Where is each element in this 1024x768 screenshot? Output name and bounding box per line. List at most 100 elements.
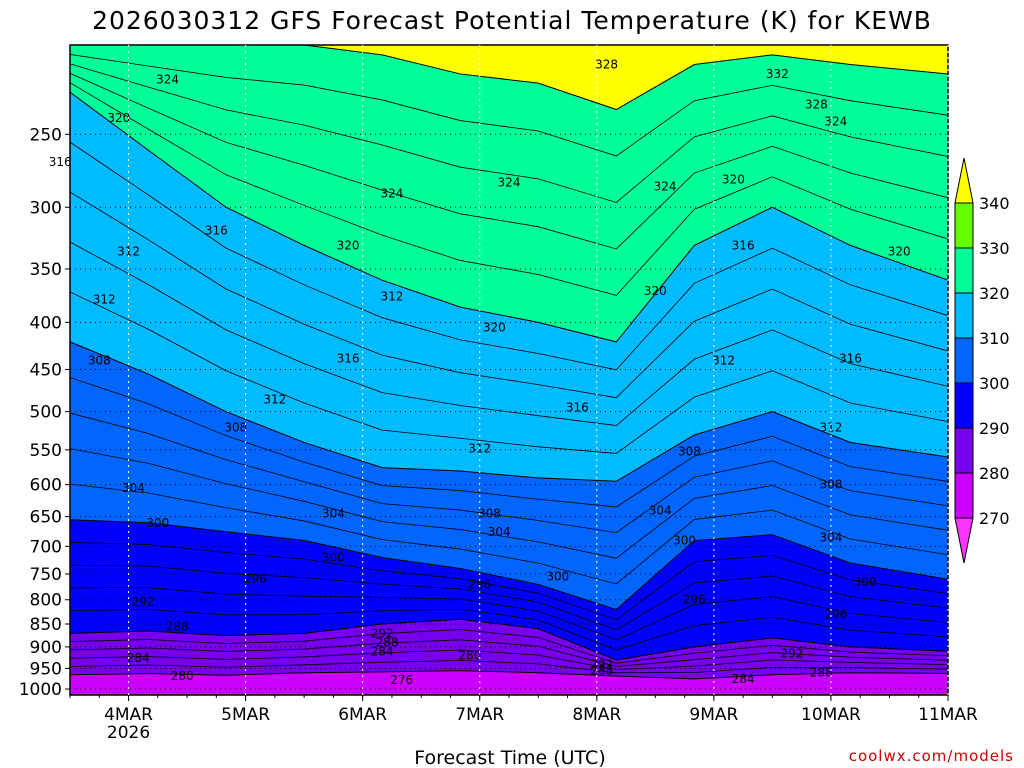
contour-label: 320: [644, 284, 667, 298]
contour-label: 316: [732, 238, 755, 252]
x-tick-sublabel: 2026: [107, 723, 150, 743]
colorbar-swatch: [954, 427, 974, 474]
colorbar-label: 300: [979, 374, 1010, 393]
isentrope-minor: [70, 412, 948, 534]
isentrope-minor: [70, 483, 948, 585]
isentrope-minor: [70, 448, 948, 559]
isentrope-minor: [70, 649, 948, 671]
contour-label: 284: [127, 651, 150, 665]
contour-label: 320: [722, 173, 745, 187]
contour-label: 316: [337, 352, 360, 366]
colorbar-min-arrow: [954, 517, 974, 564]
colorbar-label: 330: [979, 239, 1010, 258]
colorbar-swatch: [954, 382, 974, 429]
colorbar-swatch: [954, 472, 974, 519]
x-tick-label: 11MAR: [918, 705, 978, 725]
x-tick-label: 9MAR: [689, 705, 738, 725]
contour-label: 292: [371, 626, 394, 640]
contour-label: 304: [649, 503, 672, 517]
y-tick-label: 250: [30, 125, 62, 145]
x-tick-label: 10MAR: [801, 705, 861, 725]
y-tick-label: 550: [30, 441, 62, 461]
contour-label: 312: [117, 244, 140, 258]
contour-label: 292: [132, 595, 155, 609]
colorbar-swatch: [954, 247, 974, 294]
contour-label: 308: [224, 420, 247, 434]
colorbar-swatch: [954, 292, 974, 339]
x-tick-label: 6MAR: [338, 705, 387, 725]
plot-area: [70, 45, 948, 695]
isentrope-minor: [70, 608, 948, 651]
chart-title: 2026030312 GFS Forecast Potential Temper…: [92, 6, 932, 35]
y-tick-label: 850: [30, 615, 62, 635]
contour-label: 324: [824, 114, 847, 128]
contour-label: 276: [390, 673, 413, 687]
contour-label: 304: [122, 481, 145, 495]
y-tick-label: 450: [30, 361, 62, 381]
y-tick-label: 500: [30, 403, 62, 423]
isentrope-minor: [70, 659, 948, 674]
isentrope-minor: [70, 141, 948, 371]
contour-label: 304: [322, 507, 345, 521]
surface-strip: [70, 693, 948, 695]
isentrope-minor: [70, 82, 948, 296]
contour-label: 320: [888, 244, 911, 258]
contour-label: 316: [839, 352, 862, 366]
y-tick-label: 600: [30, 476, 62, 496]
contour-label: 288: [166, 619, 189, 633]
contour-label: 280: [171, 669, 194, 683]
isentrope-minor: [70, 291, 948, 454]
contour-label: 280: [459, 649, 482, 663]
contour-label: 308: [678, 444, 701, 458]
colorbar-max-arrow: [954, 157, 974, 204]
contour-label: 320: [107, 111, 130, 125]
y-tick-label: 800: [30, 591, 62, 611]
contour-label: 296: [824, 607, 847, 621]
isentrope-minor: [70, 191, 948, 399]
isentrope-minor: [70, 241, 948, 426]
y-tick-label: 300: [30, 198, 62, 218]
contour-label: 324: [654, 180, 677, 194]
contour-label: 320: [337, 238, 360, 252]
x-axis-label: Forecast Time (UTC): [414, 747, 605, 768]
y-tick-label: 1000: [19, 680, 62, 700]
contour-label: 300: [322, 551, 345, 565]
isentrope-minor: [70, 377, 948, 508]
contour-label: 316: [49, 155, 72, 169]
contour-label: 324: [156, 72, 179, 86]
contour-label: 288: [376, 635, 399, 649]
isentrope-330: [70, 45, 948, 111]
contour-label: 324: [498, 175, 521, 189]
colorbar-label: 270: [979, 509, 1010, 528]
contour-label: 312: [819, 420, 842, 434]
contour-label: 328: [595, 58, 618, 72]
y-tick-label: 700: [30, 537, 62, 557]
contour-label: 324: [380, 187, 403, 201]
contour-label: 288: [810, 666, 833, 680]
contour-label: 284: [732, 672, 755, 686]
contour-label: 328: [805, 97, 828, 111]
isentrope-minor: [70, 542, 948, 621]
isentrope-minor: [70, 54, 948, 157]
isentrope-320: [70, 91, 948, 343]
x-tick-label: 4MAR: [104, 705, 153, 725]
contour-label: 316: [566, 401, 589, 415]
contour-label: 332: [766, 67, 789, 81]
contour-label: 312: [712, 354, 735, 368]
contour-label: 308: [88, 354, 111, 368]
contour-label: 312: [380, 290, 403, 304]
x-tick-label: 7MAR: [455, 705, 504, 725]
isentrope-310: [70, 341, 948, 482]
isentrope-290: [70, 618, 948, 661]
contour-label: 304: [488, 525, 511, 539]
contour-label: 288: [590, 664, 613, 678]
y-tick-label: 650: [30, 508, 62, 528]
contour-label: 300: [546, 570, 569, 584]
y-tick-label: 900: [30, 638, 62, 658]
credit-text: coolwx.com/models: [849, 747, 1014, 765]
x-tick-label: 5MAR: [221, 705, 270, 725]
contour-label: 300: [146, 516, 169, 530]
isentrope-300: [70, 519, 948, 611]
